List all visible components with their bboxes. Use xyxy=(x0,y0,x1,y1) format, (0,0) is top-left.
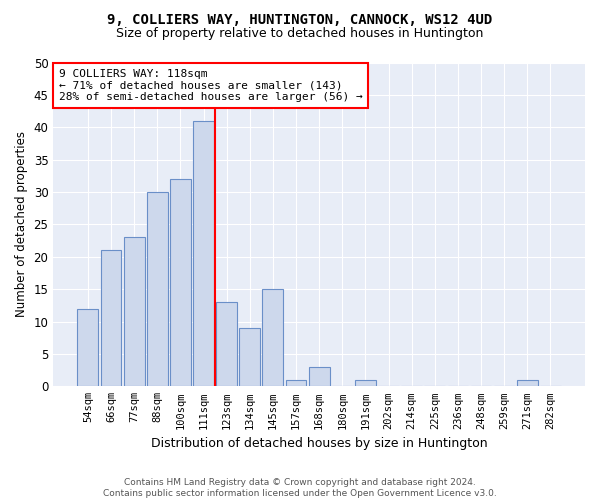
Y-axis label: Number of detached properties: Number of detached properties xyxy=(15,132,28,318)
Bar xyxy=(355,380,376,386)
Text: 9 COLLIERS WAY: 118sqm
← 71% of detached houses are smaller (143)
28% of semi-de: 9 COLLIERS WAY: 118sqm ← 71% of detached… xyxy=(59,69,362,102)
Bar xyxy=(170,179,191,386)
Bar xyxy=(101,250,121,386)
Bar xyxy=(517,380,538,386)
Text: 9, COLLIERS WAY, HUNTINGTON, CANNOCK, WS12 4UD: 9, COLLIERS WAY, HUNTINGTON, CANNOCK, WS… xyxy=(107,12,493,26)
Bar xyxy=(124,238,145,386)
Bar xyxy=(239,328,260,386)
Bar xyxy=(286,380,307,386)
Bar xyxy=(77,308,98,386)
X-axis label: Distribution of detached houses by size in Huntington: Distribution of detached houses by size … xyxy=(151,437,487,450)
Bar xyxy=(216,302,237,386)
Bar xyxy=(147,192,167,386)
Bar xyxy=(309,367,329,386)
Bar xyxy=(262,289,283,386)
Text: Size of property relative to detached houses in Huntington: Size of property relative to detached ho… xyxy=(116,28,484,40)
Bar xyxy=(193,121,214,386)
Text: Contains HM Land Registry data © Crown copyright and database right 2024.
Contai: Contains HM Land Registry data © Crown c… xyxy=(103,478,497,498)
